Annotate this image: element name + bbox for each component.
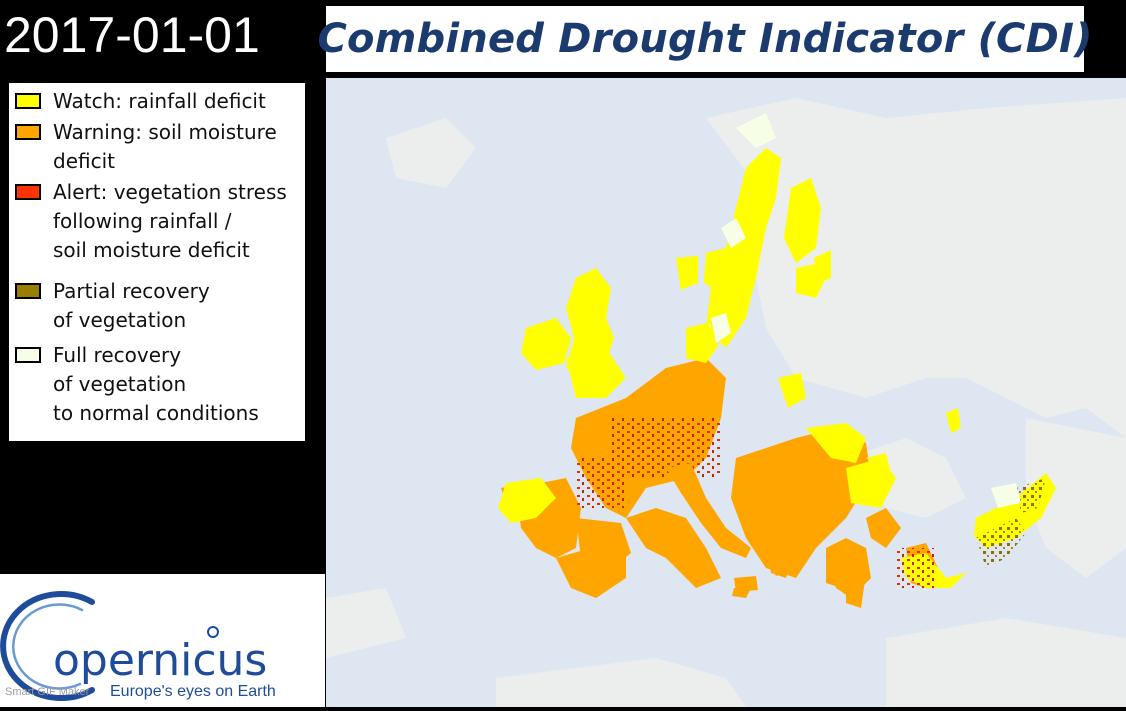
- legend-label: Warning: soil moisture: [53, 120, 277, 144]
- legend-label: to normal conditions: [53, 401, 259, 425]
- legend-item-full-recovery: Full recovery of vegetation to normal co…: [9, 341, 305, 428]
- europe-drought-map: [326, 78, 1126, 707]
- land-base: [326, 98, 1126, 707]
- watermark: Smart GIF Maker: [5, 686, 90, 698]
- full-recovery-swatch-icon: [15, 347, 41, 363]
- region-iberia-yellow: [498, 478, 556, 523]
- partial-recovery-swatch-icon: [15, 283, 41, 299]
- alert-speckle-central: [611, 418, 721, 478]
- region-italy: [666, 463, 796, 592]
- legend: Watch: rainfall deficit Warning: soil mo…: [9, 83, 305, 441]
- legend-item-warning: Warning: soil moisture deficit: [9, 118, 305, 176]
- warning-swatch-icon: [15, 124, 41, 140]
- legend-label: Watch: rainfall deficit: [53, 89, 266, 113]
- copernicus-logo: opernicus Europe's eyes on Earth: [0, 574, 325, 707]
- region-crimea-yellow: [778, 373, 961, 433]
- logo-wordmark: opernicus: [53, 635, 267, 686]
- legend-label: following rainfall /: [53, 209, 232, 233]
- legend-label: Full recovery: [53, 343, 182, 367]
- region-partial-recovery: [976, 478, 1046, 568]
- alert-swatch-icon: [15, 184, 41, 200]
- region-benelux-yellow: [566, 323, 718, 398]
- legend-label: of vegetation: [53, 372, 187, 396]
- copernicus-logo-mark: opernicus Europe's eyes on Earth: [0, 591, 276, 701]
- watch-swatch-icon: [15, 93, 41, 109]
- logo-tagline: Europe's eyes on Earth: [110, 683, 276, 700]
- legend-label: of vegetation: [53, 308, 187, 332]
- legend-label: deficit: [53, 149, 115, 173]
- legend-item-watch: Watch: rainfall deficit: [9, 87, 305, 116]
- region-scandinavia: [676, 148, 831, 348]
- region-balkans-yellow: [806, 423, 896, 508]
- alert-speckle-greece: [896, 548, 936, 588]
- legend-item-alert: Alert: vegetation stress following rainf…: [9, 178, 305, 265]
- region-full-recovery-turkey: [991, 483, 1021, 508]
- legend-item-partial-recovery: Partial recovery of vegetation: [9, 277, 305, 335]
- map-canvas: [326, 98, 1126, 707]
- alert-speckle-france: [576, 458, 626, 508]
- map-date: 2017-01-01: [4, 7, 260, 63]
- region-british-isles: [521, 268, 614, 378]
- title-banner: Combined Drought Indicator (CDI): [317, 6, 1092, 72]
- legend-label: Alert: vegetation stress: [53, 180, 287, 204]
- legend-label: Partial recovery: [53, 279, 210, 303]
- region-islands: [732, 570, 858, 598]
- map-title: Combined Drought Indicator (CDI): [317, 16, 1093, 62]
- legend-label: soil moisture deficit: [53, 238, 250, 262]
